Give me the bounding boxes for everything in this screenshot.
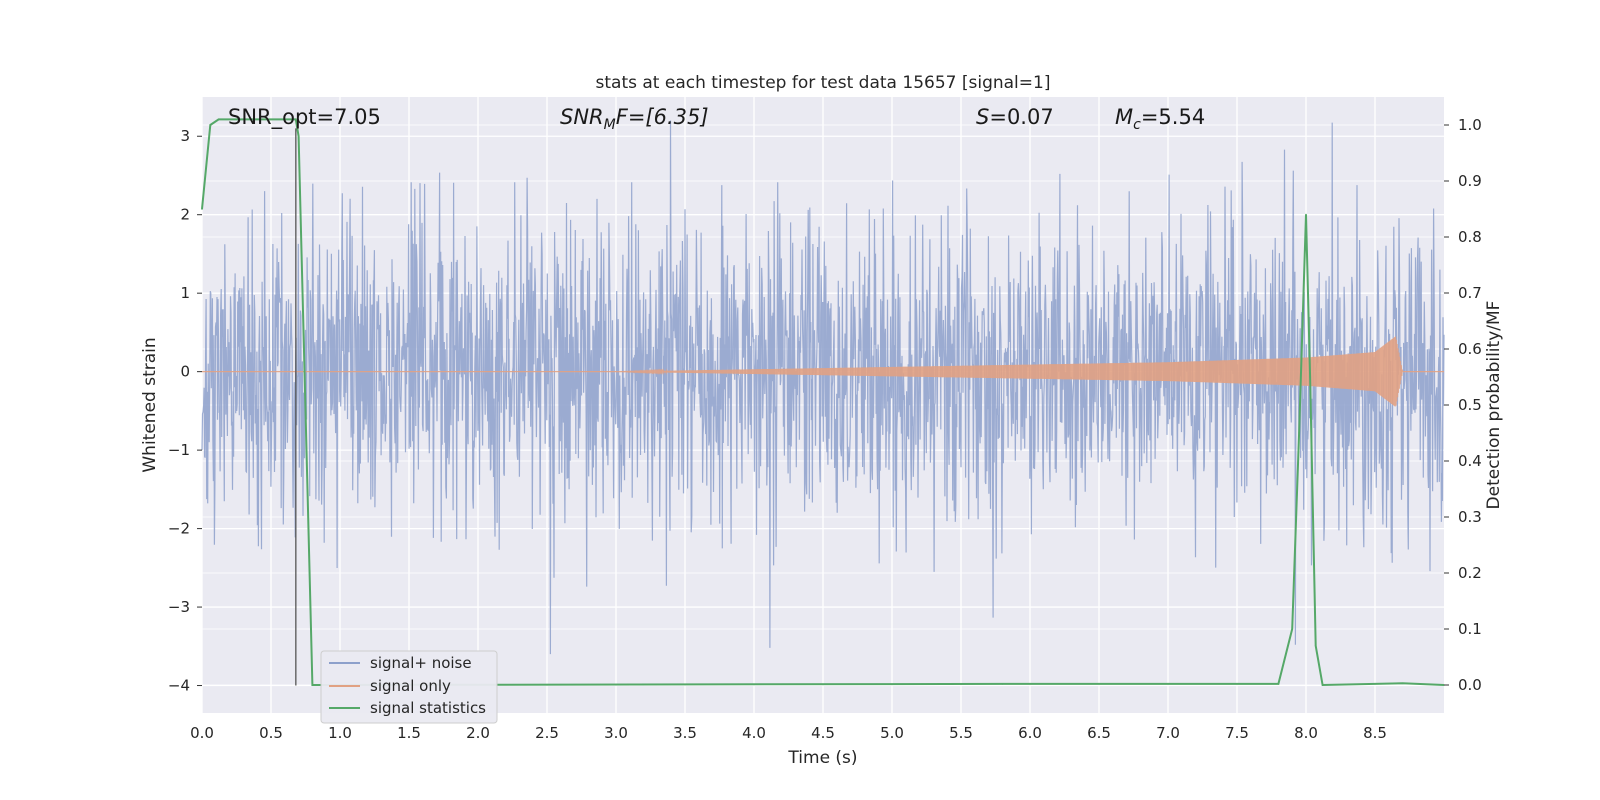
x-tick-label: 1.5 (397, 724, 421, 742)
y2-tick-label: 0.4 (1458, 452, 1482, 470)
y-tick-label: 1 (180, 284, 190, 302)
annotation-s: S=0.07 (976, 105, 1054, 129)
x-tick-label: 5.0 (880, 724, 904, 742)
x-tick-label: 7.0 (1156, 724, 1180, 742)
x-tick-label: 8.5 (1363, 724, 1387, 742)
signal-only-line (202, 336, 1444, 407)
annotation-snr-mf-symbol: SNR (560, 105, 604, 129)
x-tick-label: 3.0 (604, 724, 628, 742)
y2-tick-label: 0.3 (1458, 508, 1482, 526)
y-tick-label: 0 (180, 363, 190, 381)
signal-statistics-point (1277, 683, 1280, 685)
x-tick-label: 0.0 (190, 724, 214, 742)
signal-statistics-line (201, 118, 1445, 687)
legend-box (320, 650, 498, 724)
signal-statistics-point (1291, 628, 1293, 630)
annotation-snr-mf-value: F=[6.35] (616, 105, 709, 129)
signal-statistics-point (209, 124, 212, 126)
x-tick-label: 3.5 (673, 724, 697, 742)
annotation-s-symbol: S (976, 105, 989, 129)
y-tick-label: −2 (168, 520, 190, 538)
annotation-mc-value: =5.54 (1141, 105, 1205, 129)
legend: signal+ noise signal only signal statist… (320, 650, 498, 724)
x-tick-labels: 0.0 0.5 1.0 1.5 2.0 2.5 3.0 3.5 4.0 4.5 5.0 5.5 6.0 6… (190, 724, 1387, 742)
legend-label-signal-plus-noise: signal+ noise (370, 654, 472, 672)
signal-statistics-point (1401, 682, 1404, 685)
y2-tick-labels: 1.0 0.9 0.8 0.7 0.6 0.5 0.4 0.3 0.2 0.1 0.0 (1444, 116, 1482, 694)
y-tick-label: 2 (180, 206, 190, 224)
y-axis-label: Whitened strain (140, 337, 160, 472)
x-tick-label: 2.5 (535, 724, 559, 742)
signal-statistics-point (295, 118, 297, 121)
x-tick-label: 4.0 (742, 724, 766, 742)
annotation-s-value: =0.07 (989, 105, 1053, 129)
signal-statistics-point (1001, 683, 1004, 685)
signal-statistics-point (1305, 213, 1307, 216)
signal-statistics-point (1314, 645, 1317, 647)
legend-label-signal-statistics: signal statistics (370, 699, 486, 717)
x-tick-label: 4.5 (811, 724, 835, 742)
y-tick-label: −1 (168, 441, 190, 459)
y2-tick-label: 0.0 (1458, 676, 1482, 694)
x-tick-label: 1.0 (328, 724, 352, 742)
annotation-mc-subscript: c (1133, 117, 1141, 133)
x-tick-label: 6.0 (1018, 724, 1042, 742)
y2-tick-label: 0.7 (1458, 284, 1482, 302)
signal-statistics-point (1321, 684, 1324, 686)
x-tick-label: 7.5 (1225, 724, 1249, 742)
y-tick-label: −3 (168, 598, 190, 616)
annotation-snr-mf-subscript: M (604, 117, 616, 133)
signal-statistics-point (311, 684, 314, 686)
signal-statistics-point (1298, 432, 1300, 434)
signal-statistics-point (297, 135, 300, 137)
y2-axis-label: Detection probability/MF (1484, 301, 1504, 510)
annotation-snr-mf: SNRMF=[6.35] (560, 105, 709, 133)
x-tick-label: 5.5 (949, 724, 973, 742)
y2-tick-label: 0.5 (1458, 396, 1482, 414)
x-axis-label: Time (s) (787, 748, 857, 768)
chart-title: stats at each timestep for test data 156… (596, 73, 1051, 93)
y-tick-label: 3 (180, 127, 190, 145)
annotation-mc-symbol: M (1115, 105, 1133, 129)
y2-tick-label: 0.8 (1458, 228, 1482, 246)
y-tick-labels: 3 2 1 0 −1 −2 −3 −4 (168, 127, 202, 695)
signal-statistics-point (201, 208, 203, 210)
x-tick-label: 8.0 (1294, 724, 1318, 742)
signal-statistics-point (270, 118, 272, 121)
y2-tick-label: 1.0 (1458, 116, 1482, 134)
annotation-mc: Mc=5.54 (1115, 105, 1205, 133)
y2-tick-label: 0.9 (1458, 172, 1482, 190)
y2-tick-label: 0.1 (1458, 620, 1482, 638)
annotation-snr-opt: SNR_opt=7.05 (228, 105, 381, 130)
y-tick-label: −4 (168, 677, 190, 695)
x-tick-label: 2.0 (466, 724, 490, 742)
x-tick-label: 6.5 (1087, 724, 1111, 742)
signal-statistics-point (1309, 376, 1311, 378)
y2-tick-label: 0.6 (1458, 340, 1482, 358)
series-signal-statistics (201, 118, 1445, 687)
signal-statistics-point (217, 118, 220, 121)
x-tick-label: 0.5 (259, 724, 283, 742)
legend-label-signal-only: signal only (370, 677, 451, 695)
series-signal-only (202, 336, 1444, 407)
y2-tick-label: 0.2 (1458, 564, 1482, 582)
